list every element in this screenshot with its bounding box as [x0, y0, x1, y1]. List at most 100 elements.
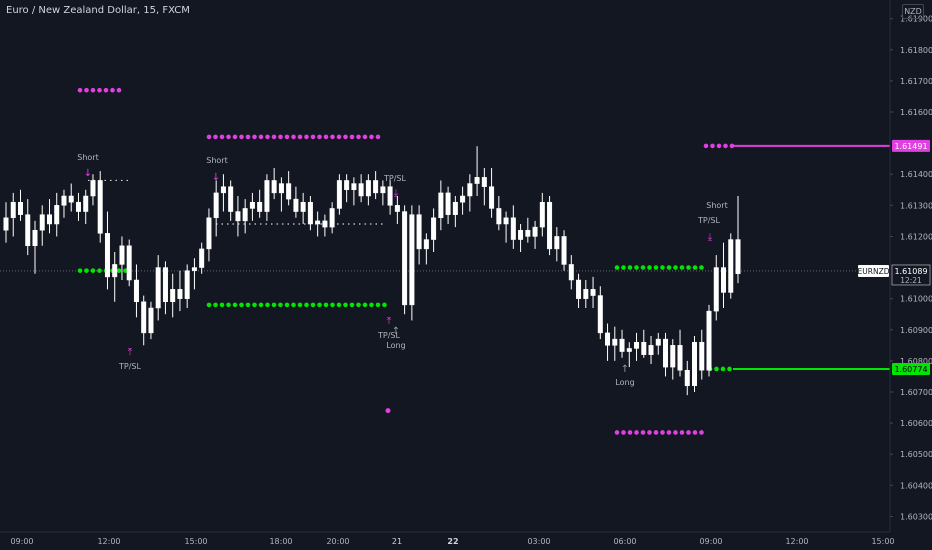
- candle-body: [402, 211, 408, 306]
- long-target-dot: [90, 268, 96, 273]
- short-target-dot: [84, 87, 89, 93]
- long-target-dot: [660, 265, 665, 270]
- short-target-dot: [369, 134, 374, 140]
- candle-body: [641, 341, 647, 355]
- short-target-dot: [385, 408, 391, 414]
- x-tick-label: 20:00: [326, 537, 349, 546]
- y-tick-label: 1.61200: [900, 232, 932, 241]
- short-target-dot: [679, 430, 685, 435]
- upper-level-badge: 1.61491: [894, 142, 927, 151]
- short-target-dot: [673, 430, 678, 435]
- candle-body: [525, 229, 531, 237]
- short-target-dot: [614, 430, 620, 435]
- candle-body: [626, 348, 632, 352]
- short-target-dot: [627, 430, 633, 435]
- short-target-dot: [304, 134, 309, 140]
- candle-body: [3, 217, 9, 231]
- candle-body: [184, 270, 190, 299]
- long-target-dot: [343, 302, 348, 308]
- short-target-dot: [297, 134, 303, 140]
- lower-level-badge: 1.60774: [894, 365, 927, 374]
- long-target-dot: [317, 302, 322, 308]
- x-tick-label: 09:00: [699, 537, 722, 546]
- x-tick-label: 12:00: [785, 537, 808, 546]
- short-target-dot: [634, 430, 639, 435]
- current-price-badge-bg: [891, 264, 931, 286]
- short-target-dot: [703, 143, 709, 149]
- long-target-dot: [720, 366, 726, 372]
- long-target-dot: [362, 302, 368, 308]
- x-tick-label: 21: [392, 537, 402, 546]
- y-tick-label: 1.61900: [900, 15, 932, 24]
- short-target-dot: [323, 134, 329, 140]
- long-target-dot: [369, 302, 374, 308]
- candle-body: [612, 338, 618, 346]
- long-target-dot: [640, 265, 646, 270]
- candle-body: [496, 208, 502, 225]
- long-target-dot: [77, 268, 83, 273]
- signal-label: Short: [77, 153, 98, 162]
- long-target-dot: [627, 265, 633, 270]
- candle-body: [242, 208, 248, 222]
- symbol-badge-bg: [858, 264, 889, 277]
- candle-body: [17, 201, 23, 215]
- candle-body: [663, 338, 669, 368]
- candle-body: [518, 229, 524, 240]
- candle-body: [510, 217, 516, 240]
- candle-body: [235, 211, 241, 222]
- countdown-label: 12:21: [900, 276, 922, 285]
- candle-body: [177, 289, 183, 299]
- candle-body: [75, 201, 81, 212]
- long-target-dot: [239, 302, 244, 308]
- short-target-dot: [362, 134, 368, 140]
- candle-body: [97, 180, 103, 234]
- candle-body: [10, 201, 16, 219]
- signal-label: Long: [615, 378, 634, 387]
- short-target-dot: [245, 134, 251, 140]
- candle-body: [554, 236, 560, 250]
- long-target-dot: [226, 302, 231, 308]
- long-target-dot: [714, 366, 719, 372]
- short-target-dot: [278, 134, 283, 140]
- short-arrow-icon: ↓: [212, 172, 220, 183]
- short-target-dot: [666, 430, 672, 435]
- short-target-dot: [265, 134, 270, 140]
- signal-label: Short: [706, 201, 727, 210]
- short-target-dot: [110, 87, 115, 93]
- short-target-dot: [343, 134, 348, 140]
- long-target-dot: [727, 366, 732, 372]
- candle-body: [431, 217, 437, 240]
- candle-body: [387, 186, 393, 206]
- long-target-dot: [614, 265, 620, 270]
- y-tick-label: 1.61400: [900, 170, 932, 179]
- short-target-dot: [686, 430, 691, 435]
- candle-body: [423, 239, 429, 250]
- short-target-dot: [330, 134, 335, 140]
- x-tick-label: 15:00: [184, 537, 207, 546]
- candle-body: [481, 177, 487, 187]
- candle-body: [104, 233, 110, 278]
- signal-label: TP/SL: [697, 216, 720, 225]
- candle-body: [220, 186, 226, 194]
- long-target-dot: [634, 265, 639, 270]
- currency-badge[interactable]: NZD: [902, 4, 924, 19]
- short-target-dot: [647, 430, 652, 435]
- candle-body: [264, 180, 270, 212]
- long-target-dot: [206, 302, 212, 308]
- long-target-dot: [336, 302, 342, 308]
- candle-layer: [3, 146, 741, 396]
- long-target-dot: [284, 302, 290, 308]
- candle-body: [597, 295, 603, 334]
- candle-body: [336, 180, 342, 209]
- candle-body: [90, 180, 96, 197]
- candle-body: [83, 195, 89, 212]
- candle-body: [61, 195, 67, 206]
- candle-body: [307, 201, 313, 225]
- short-target-dot: [291, 134, 296, 140]
- candle-body: [713, 267, 719, 312]
- candle-body: [706, 310, 712, 371]
- tp-sl-arrow-icon: ⤒: [128, 347, 133, 358]
